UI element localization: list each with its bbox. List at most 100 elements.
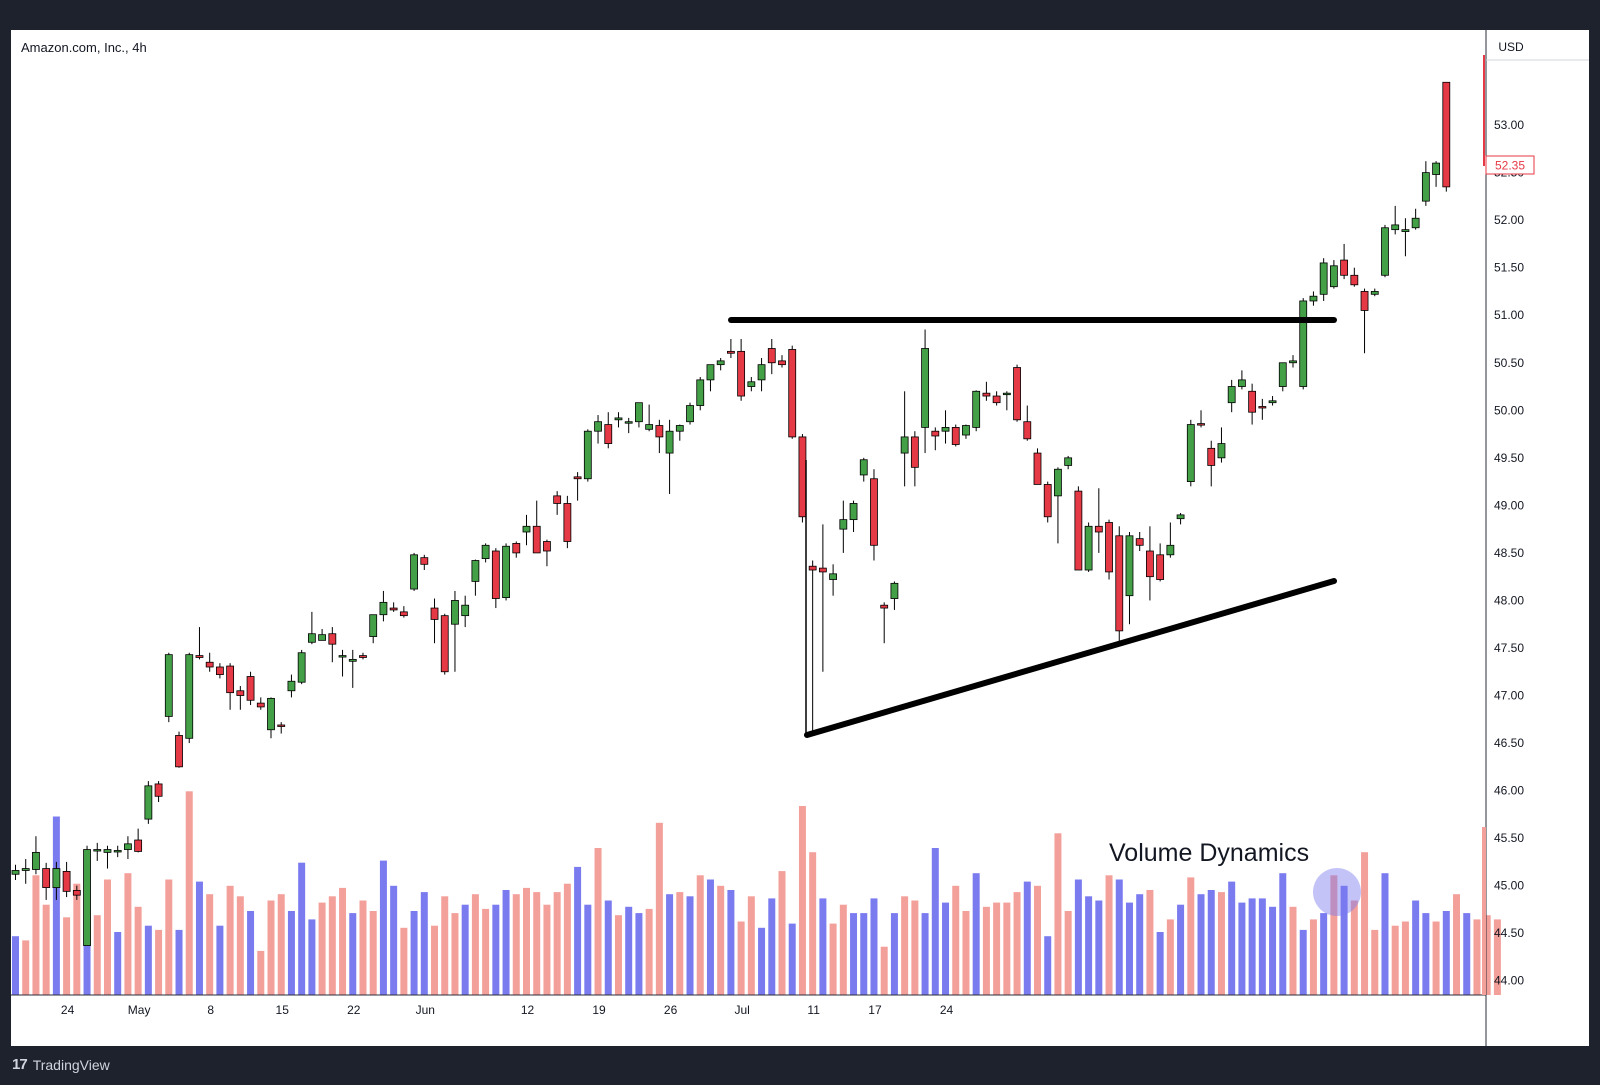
candle-body — [185, 654, 194, 739]
candle — [543, 539, 551, 567]
candle — [829, 564, 837, 596]
candle-body — [103, 849, 112, 853]
candle-body — [1176, 514, 1185, 520]
candle — [338, 649, 347, 677]
candle-body — [1217, 443, 1226, 459]
y-tick-label: 44.00 — [1494, 974, 1524, 988]
volume-bar — [257, 950, 265, 995]
volume-bar — [1442, 911, 1450, 995]
volume-bar — [1105, 875, 1113, 995]
candle — [992, 391, 1001, 406]
candle — [808, 560, 817, 732]
volume-bar — [1146, 890, 1154, 995]
candle — [1258, 398, 1267, 420]
x-tick-label: 15 — [276, 1003, 290, 1017]
volume-bar — [1391, 925, 1399, 995]
y-tick-label: 50.00 — [1494, 403, 1524, 417]
candle — [645, 404, 654, 432]
volume-bar — [1187, 877, 1195, 995]
volume-bar — [1258, 898, 1266, 995]
candle — [1401, 218, 1410, 257]
volume-bar — [706, 879, 714, 995]
candle-body — [52, 868, 61, 888]
candle — [369, 614, 378, 644]
volume-bar — [93, 915, 101, 995]
volume-bar — [420, 892, 428, 995]
volume-bar — [1115, 879, 1123, 995]
volume-bar — [1361, 852, 1369, 995]
candle — [113, 845, 122, 858]
volume-bar — [441, 896, 449, 995]
candle — [32, 836, 40, 875]
volume-bar — [236, 896, 244, 995]
candle — [389, 602, 398, 612]
candle-body — [931, 430, 940, 437]
candle — [83, 845, 91, 946]
volume-bar — [850, 913, 858, 995]
candle — [481, 543, 490, 563]
candle-body — [1197, 423, 1205, 426]
volume-bar — [870, 898, 878, 995]
volume-bar — [1238, 902, 1246, 995]
candle — [1074, 486, 1083, 571]
candle — [1278, 362, 1287, 392]
chart-panel[interactable]: Volume Dynamics USD 53.0052.5052.0051.50… — [11, 30, 1589, 1046]
candle-body — [1442, 81, 1451, 188]
x-tick-label: 19 — [592, 1003, 606, 1017]
volume-bar — [942, 902, 950, 995]
candle-body — [1278, 362, 1287, 387]
volume-bar — [267, 900, 275, 995]
candle-body — [420, 557, 429, 565]
candle — [185, 652, 194, 744]
tradingview-brand[interactable]: 17 TradingView — [12, 1056, 110, 1073]
candle-body — [910, 436, 919, 468]
candle-body — [747, 381, 756, 387]
support-trendline[interactable] — [804, 578, 1337, 738]
volume-bar — [1166, 919, 1174, 995]
volume-bar — [1064, 911, 1072, 995]
candle-body — [113, 850, 122, 853]
last-price-badge-box — [1485, 155, 1535, 175]
x-tick-label: 8 — [207, 1003, 214, 1017]
candle-body — [379, 601, 388, 616]
volume-bar — [226, 885, 234, 995]
volume-bar — [379, 860, 387, 995]
candle-body — [757, 364, 766, 381]
symbol-title[interactable]: Amazon.com, Inc., 4h — [21, 40, 147, 55]
candle-body — [962, 425, 970, 436]
volume-bar — [1381, 873, 1389, 995]
candle-body — [512, 542, 521, 554]
candle — [124, 836, 132, 860]
candle — [1217, 427, 1226, 463]
last-price-badge[interactable]: 52.35 — [1485, 155, 1535, 175]
chart-svg[interactable]: Volume Dynamics USD 53.0052.5052.0051.50… — [11, 30, 1589, 1046]
y-tick-label: 51.50 — [1494, 261, 1524, 275]
candle — [1268, 396, 1277, 406]
volume-bar — [921, 913, 929, 995]
volume-bar — [1432, 921, 1440, 995]
y-tick-label: 47.50 — [1494, 641, 1524, 655]
candle — [11, 864, 20, 880]
candle — [798, 434, 807, 523]
volume-bar — [369, 911, 377, 995]
y-tick-label: 49.50 — [1494, 451, 1524, 465]
candle — [951, 424, 960, 447]
candle-body — [1432, 162, 1440, 175]
candle — [451, 590, 459, 672]
candle-body — [440, 615, 449, 673]
candle — [522, 514, 531, 546]
candle-body — [1115, 535, 1124, 632]
candle — [931, 427, 940, 451]
candle-body — [675, 425, 684, 432]
candle-body — [737, 350, 746, 397]
candle — [716, 358, 725, 371]
candle — [890, 581, 899, 610]
volume-bar — [737, 921, 745, 995]
volume-bar — [839, 904, 847, 995]
volume-bar — [349, 913, 357, 995]
volume-bar — [1483, 915, 1491, 995]
candle-body — [951, 427, 960, 445]
volume-bar — [185, 791, 193, 995]
x-tick-label: 24 — [61, 1003, 75, 1017]
candle — [307, 611, 316, 645]
